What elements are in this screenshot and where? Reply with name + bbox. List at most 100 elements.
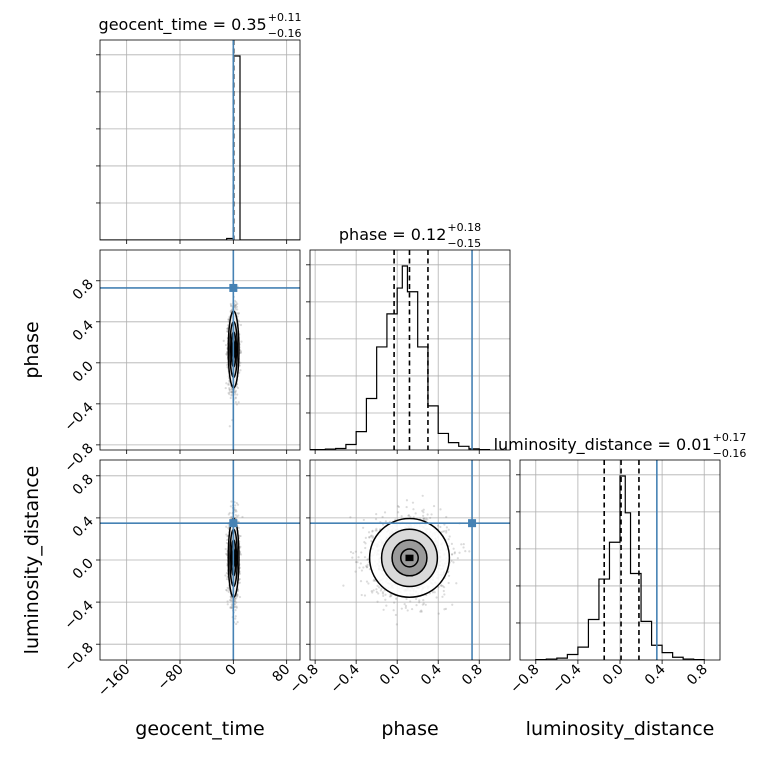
sample-point [236, 308, 239, 311]
sample-point [443, 608, 446, 611]
sample-point [437, 612, 440, 615]
sample-point [424, 603, 427, 606]
sample-point [384, 593, 387, 596]
sample-point [366, 563, 369, 566]
panel-plot-area [310, 250, 510, 450]
sample-point [225, 572, 228, 575]
sample-point [237, 520, 240, 523]
sample-point [234, 390, 237, 393]
panel-title-geocent_time: geocent_time = 0.35 +0.11−0.16 [99, 11, 302, 40]
sample-point [359, 580, 363, 583]
sample-point [234, 508, 237, 512]
sample-point [409, 515, 412, 518]
sample-point [235, 595, 239, 598]
sample-point [405, 499, 409, 502]
sample-point [226, 603, 229, 606]
y-tick-label: −0.4 [61, 399, 96, 434]
sample-point [439, 584, 443, 587]
sample-point [422, 511, 425, 514]
sample-point [239, 369, 242, 372]
sample-point [375, 590, 378, 594]
sample-point [442, 589, 445, 593]
panel-frame [99, 459, 301, 661]
sample-point [236, 503, 240, 506]
panel-frame [99, 249, 301, 451]
sample-point [381, 515, 384, 519]
sample-point [409, 600, 412, 603]
sample-point [371, 535, 375, 538]
sample-point [237, 514, 240, 517]
sample-point [227, 590, 230, 593]
sample-point [235, 385, 238, 388]
sample-point [229, 505, 232, 508]
sample-point [384, 598, 387, 601]
sample-point [230, 606, 233, 609]
sample-point [447, 528, 450, 531]
sample-point [235, 311, 239, 315]
sample-point [418, 599, 421, 602]
sample-point [367, 582, 370, 585]
sample-point [464, 550, 467, 553]
sample-point [228, 388, 231, 391]
sample-point [230, 388, 233, 392]
panel-frame [309, 249, 511, 451]
sample-point [239, 349, 242, 353]
sample-point [351, 556, 354, 559]
sample-point [406, 609, 409, 612]
sample-point [227, 391, 230, 395]
sample-point [236, 302, 239, 305]
sample-point [421, 603, 424, 606]
sample-point [437, 524, 440, 527]
sample-point [234, 609, 237, 612]
sample-point [237, 526, 240, 530]
sample-point [229, 595, 232, 598]
sample-point [236, 393, 239, 396]
sample-point [366, 565, 369, 568]
sample-point [236, 621, 239, 624]
sample-point [235, 305, 239, 308]
sample-point [229, 605, 232, 609]
sample-point [380, 587, 383, 590]
sample-point [362, 566, 365, 569]
panel-plot-area [100, 40, 300, 240]
sample-point [362, 518, 365, 522]
sample-point [233, 393, 237, 396]
sample-point [372, 579, 375, 582]
histogram-geocent_time [100, 55, 300, 240]
sample-point [362, 526, 365, 529]
sample-point [410, 607, 414, 611]
sample-point [432, 504, 436, 508]
sample-point [423, 517, 426, 520]
sample-point [227, 318, 230, 321]
sample-point [229, 310, 232, 313]
sample-point [382, 594, 385, 598]
sample-point [234, 391, 237, 394]
sample-point [234, 306, 237, 309]
sample-point [233, 305, 237, 309]
sample-point [228, 393, 231, 396]
sample-point [225, 352, 228, 356]
sample-point [360, 551, 363, 554]
sample-point [238, 535, 241, 538]
sample-point [226, 327, 229, 330]
sample-point [235, 601, 238, 604]
x-tick-label: −80 [155, 662, 187, 694]
sample-point [397, 505, 401, 509]
sample-point [422, 508, 425, 511]
sample-point [229, 302, 232, 306]
sample-point [376, 600, 379, 603]
sample-point [389, 595, 392, 598]
sample-point [441, 530, 444, 533]
sample-point [412, 516, 415, 519]
sample-point [228, 390, 231, 394]
sample-point [237, 312, 240, 315]
sample-point [226, 535, 229, 538]
sample-point [227, 318, 230, 322]
sample-point [239, 323, 243, 327]
sample-point [225, 382, 228, 385]
sample-point [234, 513, 237, 517]
sample-point [377, 586, 381, 589]
sample-point [445, 531, 448, 534]
sample-point [222, 339, 225, 342]
y-tick-label: 0.8 [70, 471, 97, 498]
